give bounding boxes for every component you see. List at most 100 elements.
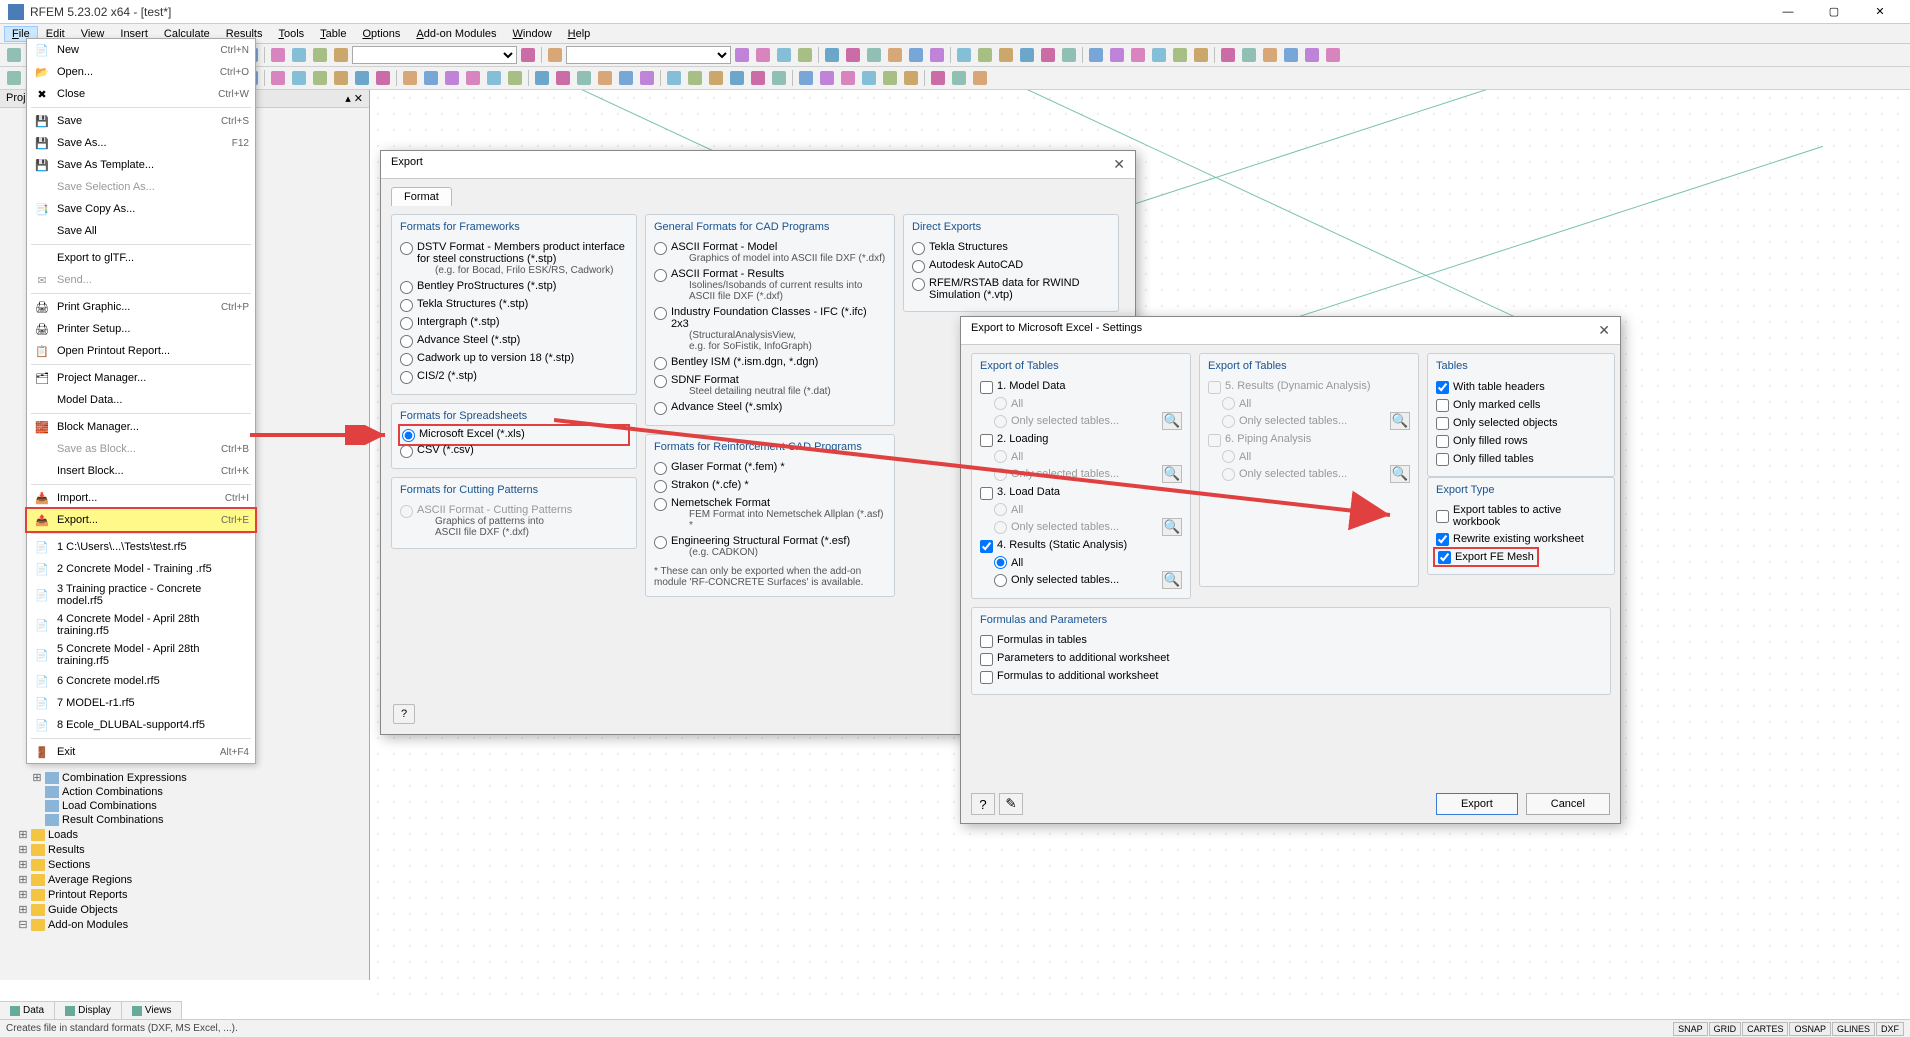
checkbox-input[interactable] bbox=[1436, 533, 1449, 546]
settings-dialog-titlebar[interactable]: Export to Microsoft Excel - Settings ✕ bbox=[961, 317, 1620, 345]
status-indicator-snap[interactable]: SNAP bbox=[1673, 1022, 1708, 1036]
file-menu-2-concrete-model-training-rf5[interactable]: 📄2 Concrete Model - Training .rf5 bbox=[27, 558, 255, 580]
check-option[interactable]: Only selected objects bbox=[1436, 414, 1606, 432]
checkbox-input[interactable] bbox=[1436, 381, 1449, 394]
toolbar-button[interactable] bbox=[484, 68, 504, 88]
export-option[interactable]: Glaser Format (*.fem) * bbox=[654, 459, 886, 477]
toolbar-button[interactable] bbox=[400, 68, 420, 88]
menu-table[interactable]: Table bbox=[312, 26, 354, 42]
checkbox-input[interactable] bbox=[1436, 399, 1449, 412]
checkbox-input[interactable] bbox=[1436, 510, 1449, 523]
toolbar-button[interactable] bbox=[331, 68, 351, 88]
check-option[interactable]: Formulas in tables bbox=[980, 632, 1602, 650]
file-menu-print-graphic[interactable]: 🖨Print Graphic...Ctrl+P bbox=[27, 296, 255, 318]
toolbar-button[interactable] bbox=[545, 45, 565, 65]
file-menu-import[interactable]: 📥Import...Ctrl+I bbox=[27, 487, 255, 509]
toolbar-button[interactable] bbox=[289, 45, 309, 65]
sub-option-selected[interactable]: Only selected tables...🔍 bbox=[994, 570, 1182, 590]
file-menu-save-all[interactable]: Save All bbox=[27, 220, 255, 242]
menu-help[interactable]: Help bbox=[560, 26, 599, 42]
tree-item[interactable]: Load Combinations bbox=[4, 799, 362, 813]
toolbar-button[interactable] bbox=[268, 45, 288, 65]
checkbox-input[interactable] bbox=[980, 540, 993, 553]
navigator-tab-views[interactable]: Views bbox=[122, 1002, 183, 1019]
export-option[interactable]: Industry Foundation Classes - IFC (*.ifc… bbox=[654, 304, 886, 354]
menu-tools[interactable]: Tools bbox=[270, 26, 312, 42]
tree-toggle-icon[interactable]: ⊞ bbox=[18, 903, 28, 916]
toolbar-button[interactable] bbox=[843, 45, 863, 65]
toolbar-button[interactable] bbox=[796, 68, 816, 88]
toolbar-button[interactable] bbox=[885, 45, 905, 65]
toolbar-button[interactable] bbox=[1149, 45, 1169, 65]
panel-close-icon[interactable]: ▴ ✕ bbox=[345, 92, 363, 105]
status-indicator-cartes[interactable]: CARTES bbox=[1742, 1022, 1788, 1036]
file-menu-export[interactable]: 📤Export...Ctrl+E bbox=[25, 507, 257, 533]
toolbar-button[interactable] bbox=[373, 68, 393, 88]
radio-input[interactable] bbox=[654, 269, 667, 282]
toolbar-button[interactable] bbox=[1170, 45, 1190, 65]
export-option[interactable]: CIS/2 (*.stp) bbox=[400, 368, 628, 386]
toolbar-button[interactable] bbox=[996, 45, 1016, 65]
toolbar-button[interactable] bbox=[518, 45, 538, 65]
tree-item[interactable]: ⊟Add-on Modules bbox=[4, 917, 362, 932]
toolbar-button[interactable] bbox=[1107, 45, 1127, 65]
tree-item[interactable]: Action Combinations bbox=[4, 785, 362, 799]
toolbar-button[interactable] bbox=[421, 68, 441, 88]
tree-view[interactable]: ⊞Combination ExpressionsAction Combinati… bbox=[4, 770, 362, 970]
tree-item[interactable]: ⊞Sections bbox=[4, 857, 362, 872]
status-indicator-dxf[interactable]: DXF bbox=[1876, 1022, 1904, 1036]
menu-window[interactable]: Window bbox=[505, 26, 560, 42]
menu-options[interactable]: Options bbox=[354, 26, 408, 42]
toolbar-button[interactable] bbox=[706, 68, 726, 88]
tree-toggle-icon[interactable]: ⊞ bbox=[18, 828, 28, 841]
toolbar-button[interactable] bbox=[769, 68, 789, 88]
tree-toggle-icon[interactable]: ⊞ bbox=[32, 771, 42, 784]
file-menu-insert-block[interactable]: Insert Block...Ctrl+K bbox=[27, 460, 255, 482]
tree-item[interactable]: ⊞Results bbox=[4, 842, 362, 857]
file-menu-exit[interactable]: 🚪ExitAlt+F4 bbox=[27, 741, 255, 763]
file-menu-export-to-gltf[interactable]: Export to glTF... bbox=[27, 247, 255, 269]
tree-item[interactable]: ⊞Printout Reports bbox=[4, 887, 362, 902]
tree-toggle-icon[interactable]: ⊞ bbox=[18, 888, 28, 901]
tree-item[interactable]: ⊞Combination Expressions bbox=[4, 770, 362, 785]
export-option[interactable]: Tekla Structures (*.stp) bbox=[400, 296, 628, 314]
tree-item[interactable]: ⊞Average Regions bbox=[4, 872, 362, 887]
file-menu-close[interactable]: ✖CloseCtrl+W bbox=[27, 83, 255, 105]
file-menu-5-concrete-model-april-28th-training-rf5[interactable]: 📄5 Concrete Model - April 28th training.… bbox=[27, 640, 255, 670]
toolbar-button[interactable] bbox=[442, 68, 462, 88]
toolbar-button[interactable] bbox=[927, 45, 947, 65]
export-option[interactable]: Intergraph (*.stp) bbox=[400, 314, 628, 332]
export-option[interactable]: Strakon (*.cfe) * bbox=[654, 477, 886, 495]
checkbox-input[interactable] bbox=[1436, 417, 1449, 430]
maximize-button[interactable]: ▢ bbox=[1820, 3, 1848, 21]
export-option[interactable]: ASCII Format - ResultsIsolines/Isobands … bbox=[654, 266, 886, 304]
radio-input[interactable] bbox=[400, 281, 413, 294]
export-option[interactable]: CSV (*.csv) bbox=[400, 442, 628, 460]
tree-toggle-icon[interactable]: ⊟ bbox=[18, 918, 28, 931]
export-option[interactable]: Tekla Structures bbox=[912, 239, 1110, 257]
cancel-button[interactable]: Cancel bbox=[1526, 793, 1610, 815]
sub-option-all[interactable]: All bbox=[994, 555, 1182, 570]
check-option[interactable]: Export FE Mesh bbox=[1436, 548, 1606, 566]
radio-input[interactable] bbox=[654, 480, 667, 493]
radio-input[interactable] bbox=[654, 536, 667, 549]
radio-input[interactable] bbox=[912, 260, 925, 273]
radio-input[interactable] bbox=[402, 429, 415, 442]
toolbar-button[interactable] bbox=[289, 68, 309, 88]
export-option[interactable]: Engineering Structural Format (*.esf)(e.… bbox=[654, 533, 886, 560]
toolbar-button[interactable] bbox=[1323, 45, 1343, 65]
toolbar-button[interactable] bbox=[928, 68, 948, 88]
radio-input[interactable] bbox=[654, 307, 667, 320]
tree-toggle-icon[interactable]: ⊞ bbox=[18, 858, 28, 871]
tree-item[interactable]: ⊞Guide Objects bbox=[4, 902, 362, 917]
export-option[interactable]: Bentley ISM (*.ism.dgn, *.dgn) bbox=[654, 354, 886, 372]
tree-item[interactable]: Result Combinations bbox=[4, 813, 362, 827]
toolbar-button[interactable] bbox=[906, 45, 926, 65]
file-menu-4-concrete-model-april-28th-training-rf5[interactable]: 📄4 Concrete Model - April 28th training.… bbox=[27, 610, 255, 640]
export-dialog-close-icon[interactable]: ✕ bbox=[1113, 156, 1125, 173]
toolbar-button[interactable] bbox=[1218, 45, 1238, 65]
toolbar-button[interactable] bbox=[685, 68, 705, 88]
radio-input[interactable] bbox=[654, 375, 667, 388]
toolbar-button[interactable] bbox=[1038, 45, 1058, 65]
navigator-tab-data[interactable]: Data bbox=[0, 1002, 55, 1019]
